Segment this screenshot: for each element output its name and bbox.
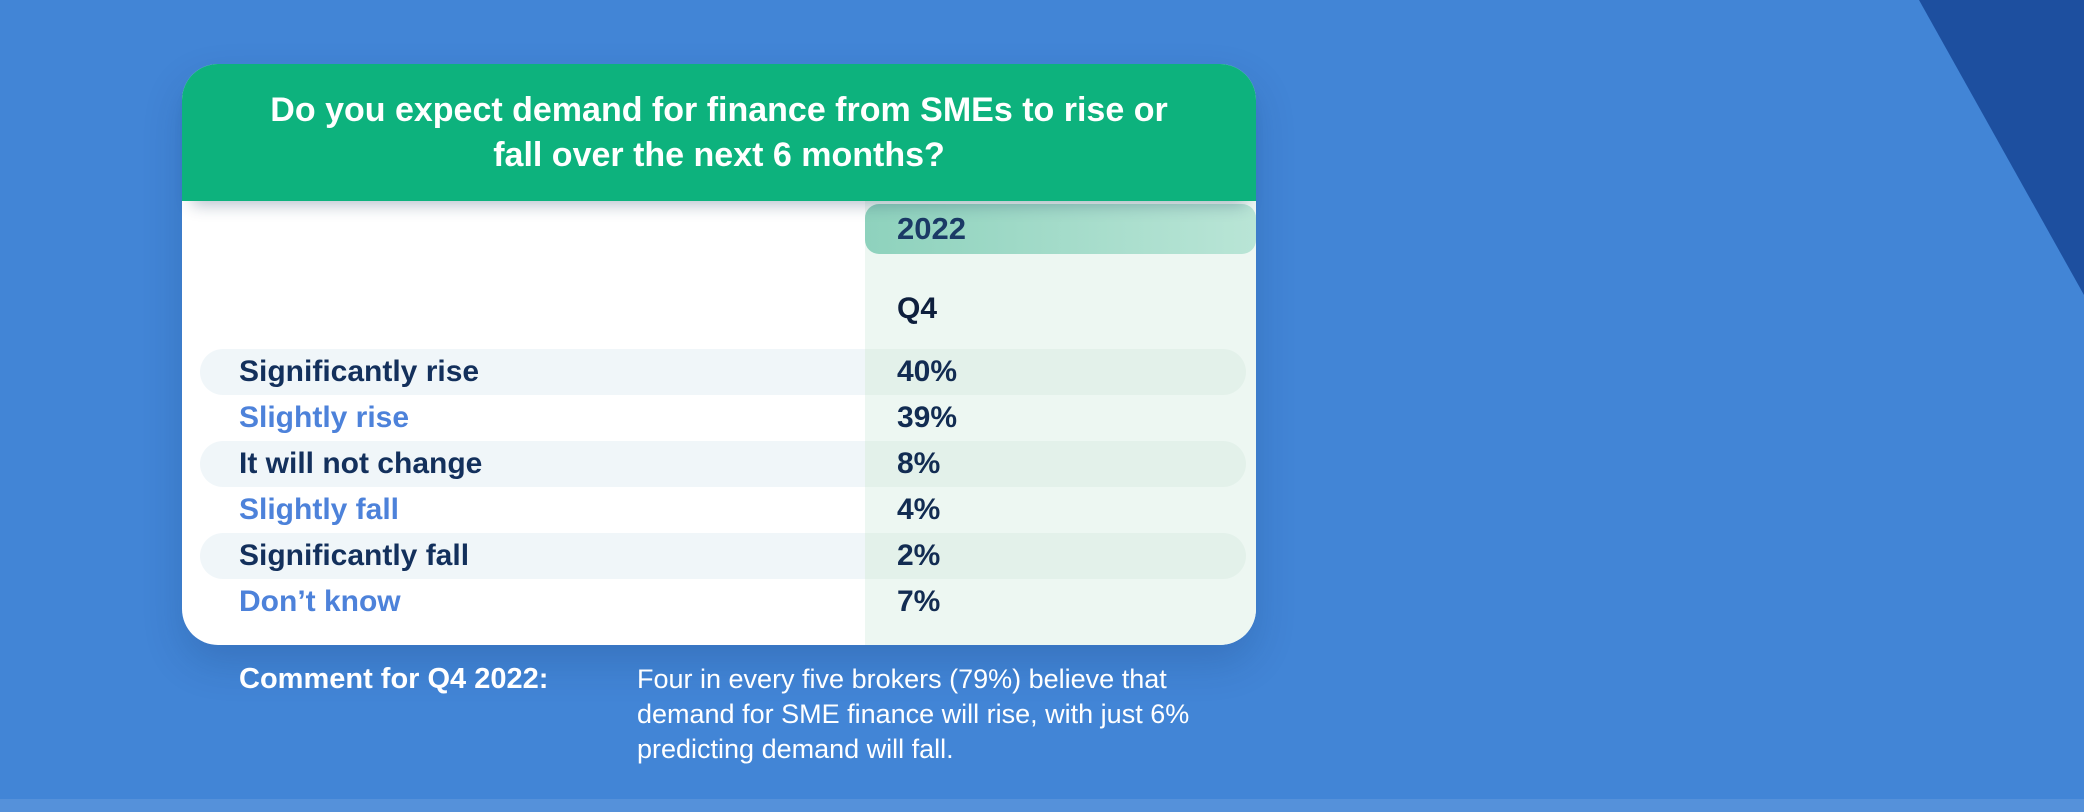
question-title: Do you expect demand for finance from SM… <box>182 64 1256 201</box>
question-title-line1: Do you expect demand for finance from SM… <box>270 90 1168 129</box>
answer-value: 40% <box>897 355 958 388</box>
answer-label: Don’t know <box>239 585 401 618</box>
table-row: It will not change 8% <box>200 441 1246 487</box>
table-row: Significantly fall 2% <box>200 533 1246 579</box>
survey-results-card: Do you expect demand for finance from SM… <box>182 64 1256 645</box>
year-column-header: 2022 <box>865 204 1256 254</box>
comment-text: Four in every five brokers (79%) believe… <box>637 664 1190 764</box>
question-title-line2: fall over the next 6 months? <box>493 135 945 174</box>
corner-accent-shape <box>1919 0 2084 295</box>
comment-section: Comment for Q4 2022: Four in every five … <box>239 662 1197 767</box>
table-row: Slightly fall 4% <box>200 487 1246 533</box>
answer-label: It will not change <box>239 447 483 480</box>
answer-label: Slightly rise <box>239 401 410 434</box>
answer-value: 8% <box>897 447 941 480</box>
table-row: Slightly rise 39% <box>200 395 1246 441</box>
bottom-section-edge <box>0 799 2084 812</box>
answer-value: 2% <box>897 539 941 572</box>
results-table: Significantly rise 40% Slightly rise 39%… <box>200 349 1246 625</box>
answer-value: 7% <box>897 585 941 618</box>
answer-value: 4% <box>897 493 941 526</box>
table-row: Significantly rise 40% <box>200 349 1246 395</box>
answer-label: Significantly fall <box>239 539 470 572</box>
answer-label: Significantly rise <box>239 355 480 388</box>
table-row: Don’t know 7% <box>200 579 1246 625</box>
quarter-column-header: Q4 <box>897 292 938 325</box>
answer-label: Slightly fall <box>239 493 400 526</box>
comment-label: Comment for Q4 2022: <box>239 663 549 695</box>
answer-value: 39% <box>897 401 958 434</box>
year-label: 2022 <box>897 211 966 246</box>
